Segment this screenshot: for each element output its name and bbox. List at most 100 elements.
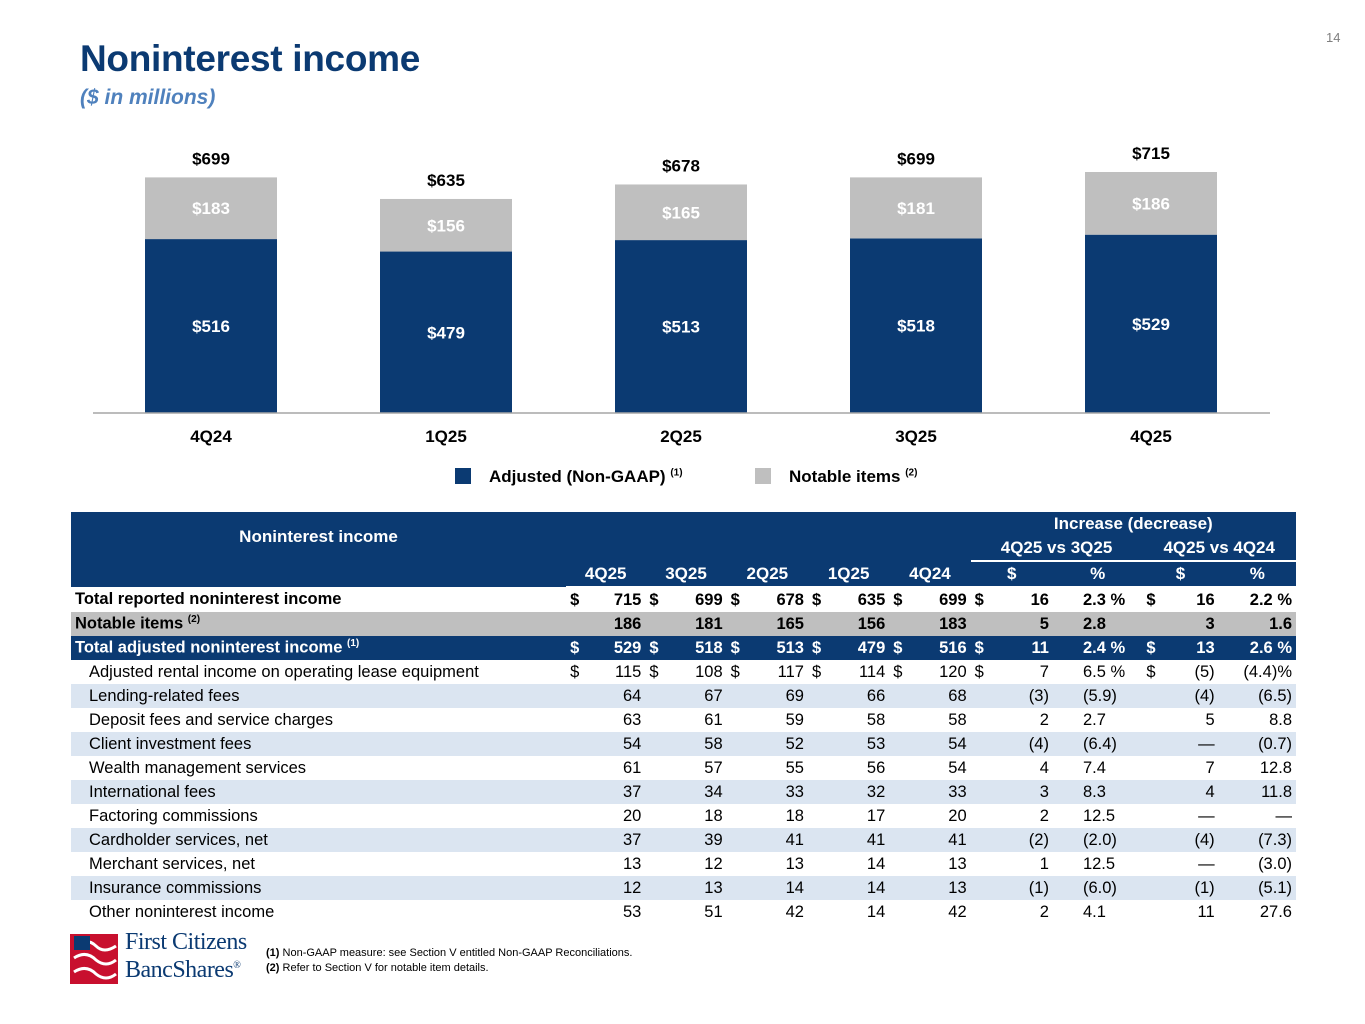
cell-value: 64 <box>584 684 646 708</box>
cell-value: 165 <box>744 612 808 636</box>
cell-value: 39 <box>663 828 727 852</box>
cell-value: 18 <box>704 806 723 825</box>
row-label: Cardholder services, net <box>71 828 567 852</box>
cmp1-pct: 8.3 <box>1052 780 1143 804</box>
data-label-total: $699 <box>192 149 230 168</box>
table-row: International fees 37 34 33 32 33 3 8.3 4 11.8 <box>71 780 1296 804</box>
x-tick-label: 4Q25 <box>1130 427 1172 446</box>
cmp1-pct: 6.5 % <box>1082 662 1126 681</box>
cmp2-dollar: — <box>1198 806 1215 825</box>
dollar-sign <box>808 900 826 924</box>
row-label: Insurance commissions <box>71 876 567 900</box>
data-label-notable: $181 <box>897 199 935 218</box>
cmp1-dollar: 1 <box>1039 854 1049 873</box>
data-label-adjusted: $518 <box>897 317 935 336</box>
logo-line1: First Citizens <box>125 929 247 955</box>
cell-value: 699 <box>939 590 967 609</box>
cell-value: 17 <box>866 806 886 825</box>
cell-value: 186 <box>584 612 646 636</box>
cmp2-pct: 11.8 <box>1218 780 1296 804</box>
dollar-sign <box>807 612 827 636</box>
dollar-sign <box>1142 732 1163 756</box>
dollar-sign <box>808 708 826 732</box>
cell-value: 13 <box>785 854 804 873</box>
dollar-sign: $ <box>570 590 580 609</box>
dollar-sign <box>807 732 827 756</box>
dollar-sign <box>727 804 745 828</box>
cmp2-dollar: 4 <box>1162 780 1219 804</box>
dollar-sign: $ <box>807 636 827 660</box>
dollar-sign <box>1142 612 1163 636</box>
cell-value: 18 <box>785 806 804 825</box>
dollar-sign <box>807 876 827 900</box>
footnote-2: (2) Refer to Section V for notable item … <box>266 962 489 974</box>
cell-value: 13 <box>948 854 967 873</box>
table-row: Total reported noninterest income $715 $69… <box>71 587 1296 612</box>
dollar-sign <box>807 684 827 708</box>
cmp2-dollar: 13 <box>1162 636 1219 660</box>
dollar-sign <box>727 756 745 780</box>
data-label-total: $678 <box>662 156 700 175</box>
dollar-sign <box>566 756 584 780</box>
row-label: Total adjusted noninterest income (1) <box>71 636 567 660</box>
dollar-sign <box>807 828 827 852</box>
table-row: Wealth management services 61 57 55 56 54 4 7.4… <box>71 756 1296 780</box>
cell-value: 678 <box>776 590 804 609</box>
cell-value: 183 <box>907 612 971 636</box>
cmp2-dollar: 16 <box>1196 590 1215 609</box>
cmp2-dollar: 11 <box>1197 902 1215 921</box>
data-label-adjusted: $513 <box>662 318 700 337</box>
dollar-sign <box>971 708 999 732</box>
cmp1-pct: (6.0) <box>1052 876 1143 900</box>
period-header: 4Q25 <box>566 561 646 588</box>
dollar-sign <box>1142 756 1162 780</box>
row-label: Wealth management services <box>89 758 307 777</box>
cell-value: 58 <box>948 710 967 729</box>
dollar-sign: $ <box>893 590 903 609</box>
dollar-sign <box>727 708 745 732</box>
cell-value: 32 <box>826 780 890 804</box>
cell-value: 518 <box>663 636 727 660</box>
cell-value: 20 <box>622 806 642 825</box>
cell-value: 54 <box>948 758 967 777</box>
cell-value: 66 <box>826 684 890 708</box>
x-tick-label: 1Q25 <box>425 427 467 446</box>
table-row: Notable items (2) 186 181 165 156 183 5 2.8 3 1.6 <box>71 612 1296 636</box>
dollar-sign: $ <box>889 636 908 660</box>
dollar-sign <box>566 612 585 636</box>
dollar-sign <box>726 828 745 852</box>
dollar-sign <box>645 612 664 636</box>
dollar-sign <box>645 756 663 780</box>
x-tick-label: 3Q25 <box>895 427 937 446</box>
cmp1-pct: 4.1 <box>1082 902 1106 921</box>
dollar-sign: $ <box>1142 636 1163 660</box>
bar-notable <box>1085 172 1217 235</box>
dollar-sign <box>889 780 908 804</box>
cmp2-pct: 27.6 <box>1259 902 1292 921</box>
dollar-sign <box>645 804 663 828</box>
logo-mark: ® <box>233 960 241 971</box>
dollar-sign <box>727 900 745 924</box>
dollar-sign <box>645 876 664 900</box>
data-label-total: $635 <box>427 171 465 190</box>
dollar-sign: $ <box>649 662 659 681</box>
cmp2-dollar: — <box>1198 854 1215 873</box>
cell-value: 181 <box>663 612 727 636</box>
cmp2-dollar: (5) <box>1194 662 1215 681</box>
dollar-sign <box>645 780 664 804</box>
period-header: 1Q25 <box>807 561 890 588</box>
cell-value: 53 <box>622 902 642 921</box>
cell-value: 635 <box>857 590 886 609</box>
cell-value: 12 <box>704 854 723 873</box>
dollar-sign <box>971 900 999 924</box>
cell-value: 37 <box>584 780 646 804</box>
cell-value: 516 <box>907 636 971 660</box>
dollar-sign <box>970 684 1000 708</box>
dollar-sign: $ <box>811 662 822 681</box>
dollar-sign <box>970 732 1000 756</box>
flag-icon <box>70 934 118 984</box>
footnotes: (1) Non-GAAP measure: see Section V enti… <box>266 946 632 976</box>
x-tick-label: 4Q24 <box>190 427 232 446</box>
dollar-sign <box>808 804 826 828</box>
cmp1-dollar-header: $ <box>970 561 1053 588</box>
